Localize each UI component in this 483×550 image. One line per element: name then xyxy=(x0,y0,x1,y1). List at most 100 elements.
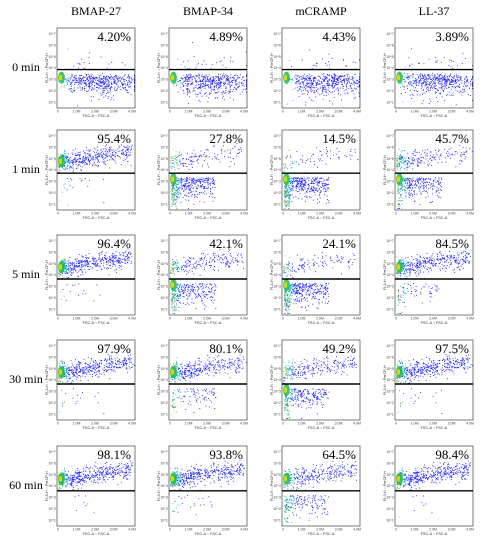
event-point xyxy=(429,181,430,183)
event-point xyxy=(83,150,84,152)
event-point xyxy=(302,82,304,84)
event-point xyxy=(127,84,129,86)
event-point xyxy=(214,83,216,85)
scatter-panel: 4.89% 0 1.0M 2.0M 3.0M 4.0M FSC-A :: FSC-A 10^1… xyxy=(157,27,249,118)
event-point xyxy=(284,192,286,194)
event-point xyxy=(306,83,308,85)
event-point xyxy=(71,74,73,76)
event-point xyxy=(69,262,71,264)
event-point xyxy=(230,255,232,257)
event-point xyxy=(455,166,457,168)
event-point xyxy=(295,179,297,181)
event-point xyxy=(183,162,184,164)
event-point xyxy=(431,79,433,80)
event-point xyxy=(171,193,173,194)
event-point xyxy=(104,158,106,160)
event-point xyxy=(334,86,336,88)
event-point xyxy=(66,189,68,191)
event-point xyxy=(206,156,208,158)
event-point xyxy=(206,80,208,82)
event-point xyxy=(412,160,414,162)
event-point xyxy=(453,61,455,63)
event-point xyxy=(295,82,297,84)
event-point xyxy=(345,83,347,85)
event-point xyxy=(177,164,179,166)
gate-percentage: 96.4% xyxy=(97,236,131,251)
event-point xyxy=(129,149,131,151)
event-point xyxy=(73,161,75,163)
event-point xyxy=(331,80,332,81)
event-point xyxy=(64,150,66,152)
event-point xyxy=(67,162,69,163)
event-point xyxy=(192,182,194,184)
event-point xyxy=(215,85,217,87)
event-point xyxy=(113,95,114,97)
event-point xyxy=(173,192,175,194)
event-point xyxy=(187,177,189,179)
event-point xyxy=(240,74,242,76)
event-point xyxy=(63,156,65,158)
event-point xyxy=(426,153,428,155)
event-point xyxy=(424,179,426,181)
event-point xyxy=(123,259,125,261)
event-point xyxy=(223,95,224,97)
event-point xyxy=(64,153,66,155)
event-point xyxy=(198,288,200,290)
event-point xyxy=(94,263,96,265)
event-point xyxy=(423,162,425,164)
event-point xyxy=(408,84,410,86)
event-point xyxy=(68,81,70,83)
event-point xyxy=(414,90,415,91)
event-point xyxy=(80,169,82,171)
event-point xyxy=(416,74,418,76)
event-point xyxy=(302,89,304,91)
event-point xyxy=(327,179,329,181)
event-point xyxy=(76,155,78,157)
event-point xyxy=(416,91,418,92)
x-axis-label: FSC-A :: FSC-A xyxy=(195,216,222,220)
event-point xyxy=(425,76,427,78)
event-point xyxy=(200,87,202,89)
event-point xyxy=(216,158,218,160)
event-point xyxy=(229,91,231,92)
event-point xyxy=(175,193,177,195)
event-point xyxy=(246,80,247,81)
event-point xyxy=(85,147,87,148)
event-point xyxy=(66,157,68,159)
event-point xyxy=(303,179,305,181)
event-point xyxy=(406,190,408,192)
event-point xyxy=(115,149,117,151)
event-point xyxy=(68,160,70,162)
event-point xyxy=(178,181,180,183)
event-point xyxy=(74,75,76,77)
event-point xyxy=(405,191,407,193)
event-point xyxy=(97,79,99,81)
event-point xyxy=(299,178,301,180)
event-point xyxy=(97,166,99,168)
event-point xyxy=(182,81,184,83)
event-point xyxy=(425,182,427,184)
event-point xyxy=(212,179,214,180)
event-point xyxy=(171,188,173,190)
event-point xyxy=(433,154,435,156)
event-point xyxy=(186,188,188,190)
event-point xyxy=(313,179,315,181)
event-point xyxy=(128,80,130,82)
event-point xyxy=(104,86,105,88)
event-point xyxy=(81,87,83,89)
event-point xyxy=(293,181,295,183)
event-point xyxy=(84,162,86,164)
event-point xyxy=(417,165,419,167)
event-point xyxy=(89,77,91,79)
event-point xyxy=(187,85,189,87)
event-point xyxy=(308,77,310,79)
event-point xyxy=(303,78,305,79)
event-point xyxy=(197,75,199,77)
event-point xyxy=(412,195,414,197)
event-point xyxy=(432,156,434,158)
event-point xyxy=(175,195,177,197)
event-point xyxy=(73,80,75,82)
event-point xyxy=(297,184,298,186)
event-point xyxy=(88,76,90,78)
event-point xyxy=(77,263,79,265)
